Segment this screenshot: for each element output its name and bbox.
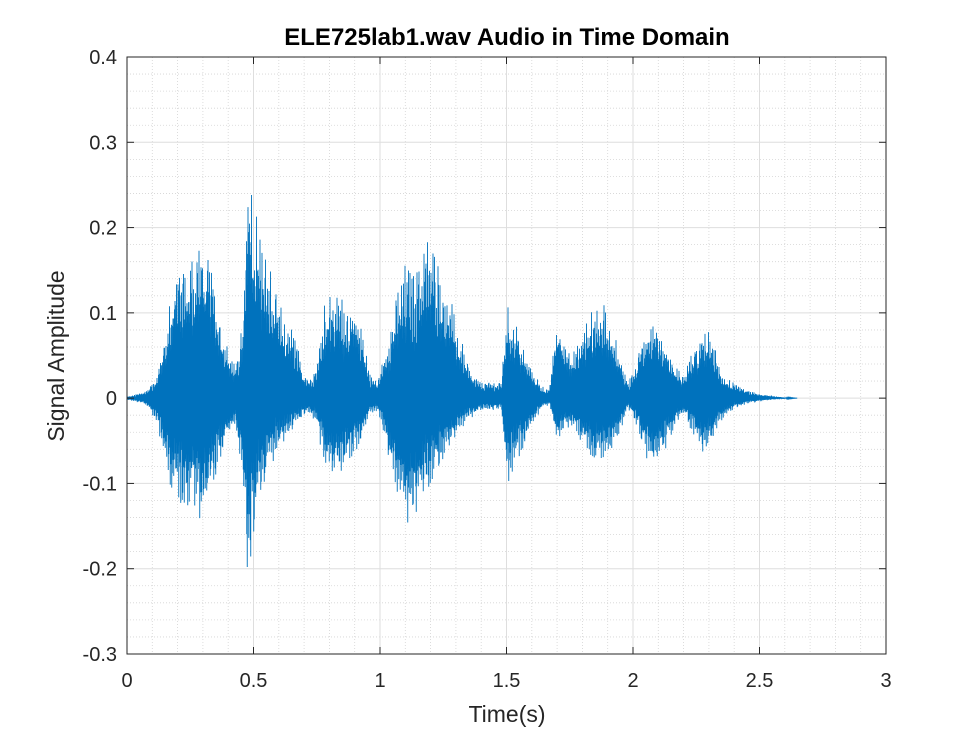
y-tick-label: -0.3 (83, 644, 117, 666)
y-tick-label: -0.1 (83, 473, 117, 495)
x-tick-label: 0 (121, 670, 132, 692)
x-tick-label: 1.5 (493, 670, 521, 692)
waveform-line (126, 194, 798, 568)
y-tick-label: 0.2 (89, 218, 117, 240)
x-tick-label: 1 (374, 670, 385, 692)
x-axis-label: Time(s) (468, 701, 545, 727)
x-tick-labels: 0 0.5 1 1.5 2 2.5 3 (121, 670, 891, 692)
x-tick-label: 2.5 (746, 670, 774, 692)
y-tick-label: 0.4 (89, 47, 117, 69)
y-tick-label: 0.3 (89, 132, 117, 154)
axis-ticks (126, 56, 887, 655)
y-tick-label: 0.1 (89, 303, 117, 325)
x-tick-label: 3 (880, 670, 891, 692)
y-tick-label: -0.2 (83, 559, 117, 581)
y-tick-label: 0 (106, 388, 117, 410)
waveform-series (126, 194, 798, 568)
x-tick-label: 0.5 (240, 670, 268, 692)
x-tick-label: 2 (627, 670, 638, 692)
y-axis-label: Signal Amplitude (43, 270, 69, 441)
chart-title: ELE725lab1.wav Audio in Time Domain (284, 24, 729, 51)
y-tick-labels: 0.4 0.3 0.2 0.1 0 -0.1 -0.2 -0.3 (83, 47, 117, 666)
